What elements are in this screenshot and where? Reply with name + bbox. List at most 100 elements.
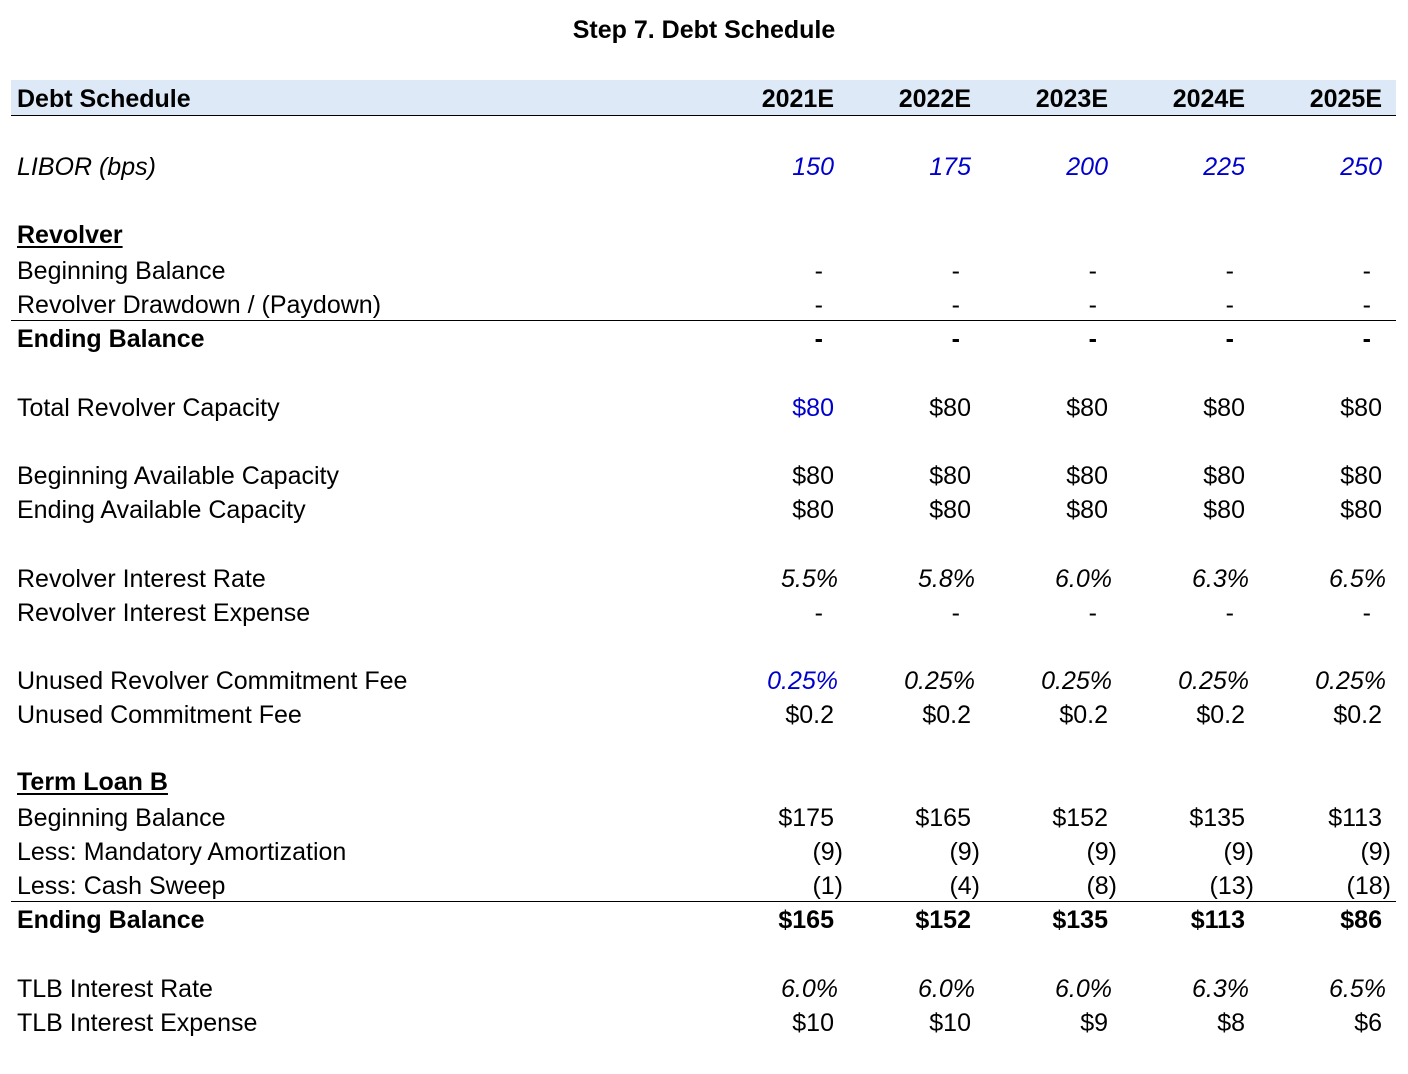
beginning-available-capacity-row: Beginning Available Capacity $80 $80 $80… bbox=[0, 459, 1408, 493]
table-cell: $165 bbox=[915, 804, 971, 832]
table-cell: $80 bbox=[792, 462, 834, 490]
table-cell: (9) bbox=[949, 838, 980, 866]
table-cell: $10 bbox=[929, 1009, 971, 1037]
table-cell: $135 bbox=[1189, 804, 1245, 832]
year-header: 2024E bbox=[1172, 85, 1245, 113]
row-label: TLB Interest Rate bbox=[17, 975, 213, 1003]
table-cell: $80 bbox=[1066, 462, 1108, 490]
table-cell: 6.5% bbox=[1329, 565, 1386, 593]
unused-revolver-fee-rate-row: Unused Revolver Commitment Fee 0.25% 0.2… bbox=[0, 664, 1408, 698]
table-cell: (9) bbox=[1223, 838, 1254, 866]
tlb-cash-sweep-row: Less: Cash Sweep (1) (4) (8) (13) (18) bbox=[0, 869, 1408, 903]
revolver-interest-expense-row: Revolver Interest Expense - - - - - bbox=[0, 596, 1408, 630]
table-cell: $0.2 bbox=[1333, 701, 1382, 729]
table-cell: $152 bbox=[1052, 804, 1108, 832]
table-cell: $80 bbox=[929, 394, 971, 422]
row-label: Less: Cash Sweep bbox=[17, 872, 226, 900]
table-cell: - bbox=[1225, 257, 1234, 285]
table-cell: 0.25% bbox=[1178, 667, 1249, 695]
table-cell: $80 bbox=[792, 394, 834, 422]
table-cell: - bbox=[814, 599, 823, 627]
table-cell: - bbox=[1362, 257, 1371, 285]
total-revolver-capacity-row: Total Revolver Capacity $80 $80 $80 $80 … bbox=[0, 391, 1408, 425]
table-cell: - bbox=[951, 257, 960, 285]
table-cell: - bbox=[1362, 325, 1371, 353]
row-label: Revolver Interest Rate bbox=[17, 565, 266, 593]
table-cell: - bbox=[1225, 599, 1234, 627]
table-cell: - bbox=[1225, 325, 1234, 353]
year-header: 2021E bbox=[761, 85, 834, 113]
table-cell: (9) bbox=[1086, 838, 1117, 866]
table-cell: (1) bbox=[812, 872, 843, 900]
table-cell: $0.2 bbox=[785, 701, 834, 729]
row-label: Beginning Balance bbox=[17, 804, 226, 832]
table-cell: 6.0% bbox=[1055, 975, 1112, 1003]
revolver-beginning-balance-row: Beginning Balance - - - - - bbox=[0, 254, 1408, 288]
table-cell: $175 bbox=[778, 804, 834, 832]
table-cell: $80 bbox=[1340, 496, 1382, 524]
table-cell: - bbox=[814, 291, 823, 319]
table-cell: $80 bbox=[1203, 462, 1245, 490]
table-cell: - bbox=[1362, 599, 1371, 627]
row-label: LIBOR (bps) bbox=[17, 153, 156, 181]
table-cell: $80 bbox=[792, 496, 834, 524]
ending-available-capacity-row: Ending Available Capacity $80 $80 $80 $8… bbox=[0, 493, 1408, 527]
table-cell: - bbox=[814, 257, 823, 285]
tlb-section-row: Term Loan B bbox=[0, 765, 1408, 799]
year-header: 2022E bbox=[898, 85, 971, 113]
table-cell: 6.5% bbox=[1329, 975, 1386, 1003]
tlb-interest-expense-row: TLB Interest Expense $10 $10 $9 $8 $6 bbox=[0, 1006, 1408, 1040]
table-cell: 0.25% bbox=[1315, 667, 1386, 695]
row-label: Beginning Balance bbox=[17, 257, 226, 285]
table-cell: - bbox=[1088, 257, 1097, 285]
libor-value: 150 bbox=[792, 153, 834, 181]
table-cell: $80 bbox=[1340, 394, 1382, 422]
libor-value: 250 bbox=[1340, 153, 1382, 181]
header-label: Debt Schedule bbox=[17, 85, 191, 113]
table-cell: $80 bbox=[1203, 394, 1245, 422]
row-label: Revolver Drawdown / (Paydown) bbox=[17, 291, 382, 319]
table-cell: - bbox=[1088, 291, 1097, 319]
row-label: Ending Available Capacity bbox=[17, 496, 306, 524]
table-cell: 6.3% bbox=[1192, 975, 1249, 1003]
table-cell: - bbox=[1088, 599, 1097, 627]
row-label: Revolver Interest Expense bbox=[17, 599, 311, 627]
table-cell: - bbox=[951, 291, 960, 319]
table-cell: 0.25% bbox=[1041, 667, 1112, 695]
table-cell: 5.5% bbox=[781, 565, 838, 593]
table-cell: 6.0% bbox=[1055, 565, 1112, 593]
revolver-section-row: Revolver bbox=[0, 218, 1408, 252]
table-cell: - bbox=[951, 599, 960, 627]
table-cell: 0.25% bbox=[904, 667, 975, 695]
row-label: Unused Commitment Fee bbox=[17, 701, 302, 729]
table-cell: $9 bbox=[1080, 1009, 1108, 1037]
row-label: Ending Balance bbox=[17, 325, 205, 353]
year-header: 2023E bbox=[1035, 85, 1108, 113]
table-cell: $86 bbox=[1340, 906, 1382, 934]
table-cell: (8) bbox=[1086, 872, 1117, 900]
tlb-interest-rate-row: TLB Interest Rate 6.0% 6.0% 6.0% 6.3% 6.… bbox=[0, 972, 1408, 1006]
row-label: Ending Balance bbox=[17, 906, 205, 934]
table-cell: 5.8% bbox=[918, 565, 975, 593]
table-cell: $6 bbox=[1354, 1009, 1382, 1037]
table-cell: $0.2 bbox=[1059, 701, 1108, 729]
table-cell: $80 bbox=[1340, 462, 1382, 490]
year-header-row: 2021E 2022E 2023E 2024E 2025E bbox=[0, 80, 1408, 115]
libor-value: 225 bbox=[1203, 153, 1245, 181]
table-cell: - bbox=[1362, 291, 1371, 319]
table-cell: $0.2 bbox=[922, 701, 971, 729]
table-cell: $10 bbox=[792, 1009, 834, 1037]
table-cell: (4) bbox=[949, 872, 980, 900]
table-cell: $0.2 bbox=[1196, 701, 1245, 729]
table-cell: (9) bbox=[1360, 838, 1391, 866]
table-cell: - bbox=[814, 325, 823, 353]
table-cell: $165 bbox=[778, 906, 834, 934]
table-cell: $80 bbox=[1203, 496, 1245, 524]
section-heading-revolver: Revolver bbox=[17, 221, 123, 249]
table-cell: $113 bbox=[1190, 906, 1245, 934]
table-cell: $80 bbox=[929, 496, 971, 524]
table-cell: 0.25% bbox=[767, 667, 838, 695]
total-rule bbox=[11, 901, 1396, 902]
table-cell: 6.0% bbox=[918, 975, 975, 1003]
tlb-mandatory-amortization-row: Less: Mandatory Amortization (9) (9) (9)… bbox=[0, 835, 1408, 869]
